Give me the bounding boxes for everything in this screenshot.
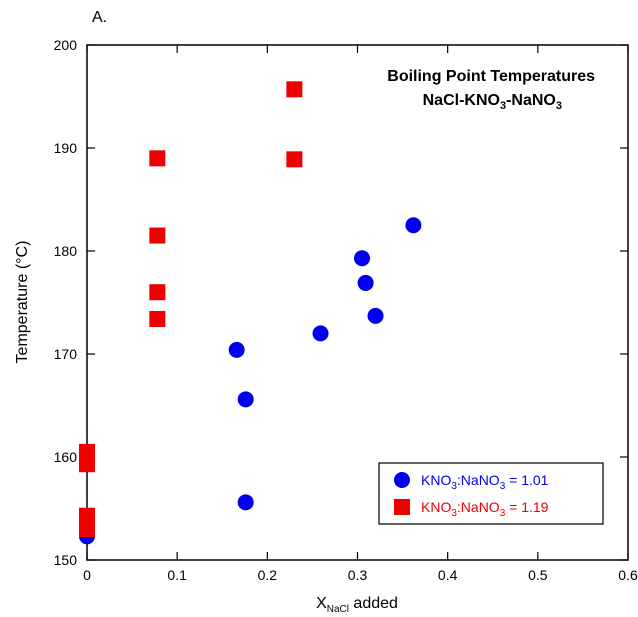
data-point-circle [367,307,384,324]
y-tick-label: 150 [54,552,78,568]
x-tick-label: 0.4 [438,567,458,583]
legend-label-1: KNO3:NaNO3 = 1.01 [421,472,549,492]
y-tick-label: 200 [54,37,78,53]
x-tick-label: 0.3 [348,567,368,583]
x-tick-labels: 0 0.1 0.2 0.3 0.4 0.5 0.6 [83,567,638,583]
data-point-square [149,150,166,167]
data-point-square [286,81,303,98]
data-point-square [79,521,95,538]
data-point-square [149,227,166,244]
data-point-circle [405,217,422,234]
data-point-square [149,284,166,301]
chart-title-line2: NaCl-KNO3-NaNO3 [423,92,562,112]
data-point-square [79,456,95,473]
y-tick-label: 190 [54,140,78,156]
series-kno3-nano3-1-01 [79,217,422,545]
legend-marker-circle [394,472,410,488]
data-point-square [79,507,95,524]
legend-label-2: KNO3:NaNO3 = 1.19 [421,499,549,519]
y-tick-labels: 150 160 170 180 190 200 [54,37,78,568]
chart-title-line1: Boiling Point Temperatures [387,68,595,85]
panel-label: A. [92,9,107,26]
x-axis-label: XNaCl added [316,595,398,615]
y-tick-label: 180 [54,243,78,259]
data-point-circle [312,325,329,342]
data-point-square [286,151,303,168]
x-tick-label: 0 [83,567,91,583]
y-axis-label: Temperature (°C) [14,241,31,364]
legend-box [378,462,604,525]
y-tick-label: 160 [54,449,78,465]
x-tick-label: 0.5 [528,567,548,583]
data-point-circle [228,341,245,358]
data-point-circle [237,494,254,511]
legend-marker-square [394,499,410,515]
x-tick-label: 0.2 [258,567,278,583]
data-point-circle [237,391,254,408]
data-point-square [149,310,166,327]
data-point-circle [354,250,371,267]
data-point-circle [357,274,374,291]
y-tick-label: 170 [54,346,78,362]
x-tick-label: 0.1 [167,567,187,583]
series-kno3-nano3-1-19 [79,81,303,538]
legend: KNO3:NaNO3 = 1.01 KNO3:NaNO3 = 1.19 [378,462,604,525]
data-point-square [79,443,95,460]
x-tick-label: 0.6 [618,567,638,583]
